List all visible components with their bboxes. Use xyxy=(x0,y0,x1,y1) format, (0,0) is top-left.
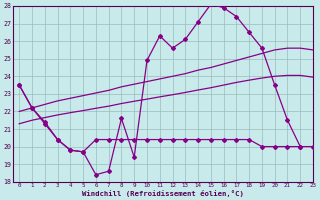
X-axis label: Windchill (Refroidissement éolien,°C): Windchill (Refroidissement éolien,°C) xyxy=(82,190,244,197)
